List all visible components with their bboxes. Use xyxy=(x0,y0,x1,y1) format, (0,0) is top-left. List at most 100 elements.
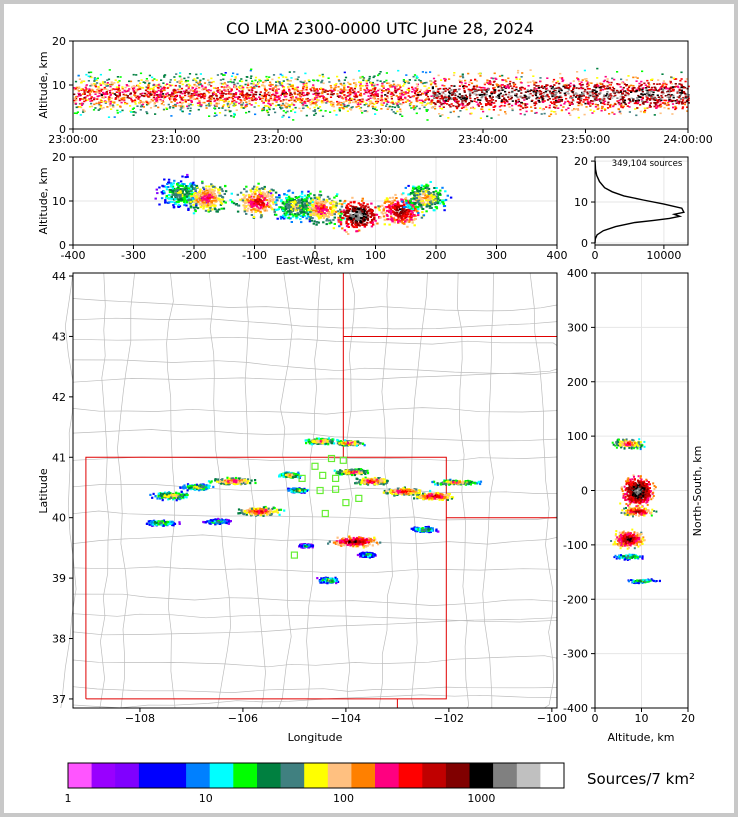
p1-density-cell xyxy=(175,98,178,101)
p1-density-cell xyxy=(489,83,492,85)
p1-density-cell xyxy=(532,80,535,82)
p1-density-cell xyxy=(503,98,506,101)
p1-density-cell xyxy=(520,101,523,104)
p1-density-cell xyxy=(492,77,495,80)
p2-density-cell xyxy=(265,203,269,206)
p2-density-cell xyxy=(266,205,269,207)
p1-density-cell xyxy=(282,86,286,89)
p1-density-cell xyxy=(366,110,369,113)
p2-density-cell xyxy=(286,198,290,201)
p2-density-cell xyxy=(214,194,218,197)
p1-density-cell xyxy=(278,98,281,100)
p1-density-cell xyxy=(136,105,139,107)
p1-density-cell xyxy=(207,100,210,102)
p2-density-cell xyxy=(259,216,263,219)
p1-density-cell xyxy=(434,92,437,94)
p1-density-cell xyxy=(266,93,269,96)
p1-density-cell xyxy=(123,96,126,99)
p1-density-cell xyxy=(261,109,264,112)
p1-density-cell xyxy=(118,80,121,82)
p1-density-cell xyxy=(435,85,438,88)
p1-density-cell xyxy=(394,91,397,94)
p2-density-cell xyxy=(258,189,262,192)
p1-density-cell xyxy=(540,90,543,93)
p1-density-cell xyxy=(581,79,584,81)
p1-density-cell xyxy=(367,95,370,97)
p1-density-cell xyxy=(199,79,202,82)
p1-density-cell xyxy=(680,86,683,89)
p1-density-cell xyxy=(134,100,137,103)
p1-density-cell xyxy=(687,85,690,88)
p2-density-cell xyxy=(196,192,199,195)
p2-density-cell xyxy=(244,202,247,204)
p2-density-cell xyxy=(254,209,258,211)
p2-density-cell xyxy=(211,208,214,211)
p1-density-cell xyxy=(111,101,114,104)
p1-density-cell xyxy=(528,96,531,98)
p1-density-cell xyxy=(100,100,103,103)
p1-density-cell xyxy=(592,94,595,97)
p2-density-cell xyxy=(289,206,292,208)
p1-density-cell xyxy=(503,86,506,89)
p1-density-cell xyxy=(534,90,537,93)
p2-density-cell xyxy=(338,202,341,205)
p2-density-cell xyxy=(199,188,202,191)
p1-density-cell xyxy=(391,86,394,88)
p1-density-cell xyxy=(457,88,460,91)
p1-density-cell xyxy=(180,98,183,100)
p1-density-cell xyxy=(378,88,381,90)
p1-density-cell xyxy=(390,101,393,104)
p1-density-cell xyxy=(641,94,644,96)
p2-density-cell xyxy=(249,205,252,208)
p1-density-cell xyxy=(222,78,225,81)
p1-density-cell xyxy=(622,96,626,98)
p1-density-cell xyxy=(632,89,635,92)
p1-density-cell xyxy=(159,85,162,88)
p1-density-cell xyxy=(628,99,631,101)
p1-density-cell xyxy=(668,99,671,101)
p1-density-cell xyxy=(389,86,392,88)
p1-density-cell xyxy=(596,77,599,79)
p1-density-cell xyxy=(240,87,243,90)
p1-density-cell xyxy=(554,91,557,93)
p1-density-cell xyxy=(234,93,238,96)
p2-density-cell xyxy=(300,198,303,201)
p1-density-cell xyxy=(642,100,645,103)
p1-density-cell xyxy=(286,103,289,105)
p1-density-cell xyxy=(254,93,258,96)
p1-density-cell xyxy=(251,95,255,97)
p1-density-cell xyxy=(551,95,554,98)
p1-density-cell xyxy=(424,99,427,101)
p1-density-cell xyxy=(165,93,168,96)
p1-density-cell xyxy=(682,91,686,93)
p2-density-cell xyxy=(243,210,246,213)
p1-density-cell xyxy=(368,77,371,80)
p2-density-cell xyxy=(186,185,190,188)
p1-density-cell xyxy=(82,108,85,111)
p1-density-cell xyxy=(370,93,374,95)
p1-density-cell xyxy=(386,92,389,94)
p1-density-cell xyxy=(348,94,351,97)
p1-density-cell xyxy=(151,79,154,82)
p2-density-cell xyxy=(339,214,342,217)
p2-density-cell xyxy=(206,204,210,207)
p1-density-cell xyxy=(586,99,589,101)
p1-density-cell xyxy=(684,101,687,104)
p1-density-cell xyxy=(610,81,613,84)
p1-density-cell xyxy=(274,111,277,114)
p1-density-cell xyxy=(145,94,148,97)
p1-density-cell xyxy=(100,88,103,91)
p2-density-cell xyxy=(249,198,253,201)
p1-density-cell xyxy=(104,102,107,104)
p1-density-cell xyxy=(397,106,400,108)
p1-density-cell xyxy=(567,89,571,91)
p1-density-cell xyxy=(188,113,191,115)
p2-density-cell xyxy=(259,204,262,206)
p1-density-cell xyxy=(499,84,502,87)
p2-density-cell xyxy=(323,215,326,217)
p1-density-cell xyxy=(552,90,555,93)
p1-density-cell xyxy=(299,95,302,97)
p1-density-cell xyxy=(449,111,452,114)
p1-density-cell xyxy=(478,86,481,89)
p1-density-cell xyxy=(648,104,652,106)
